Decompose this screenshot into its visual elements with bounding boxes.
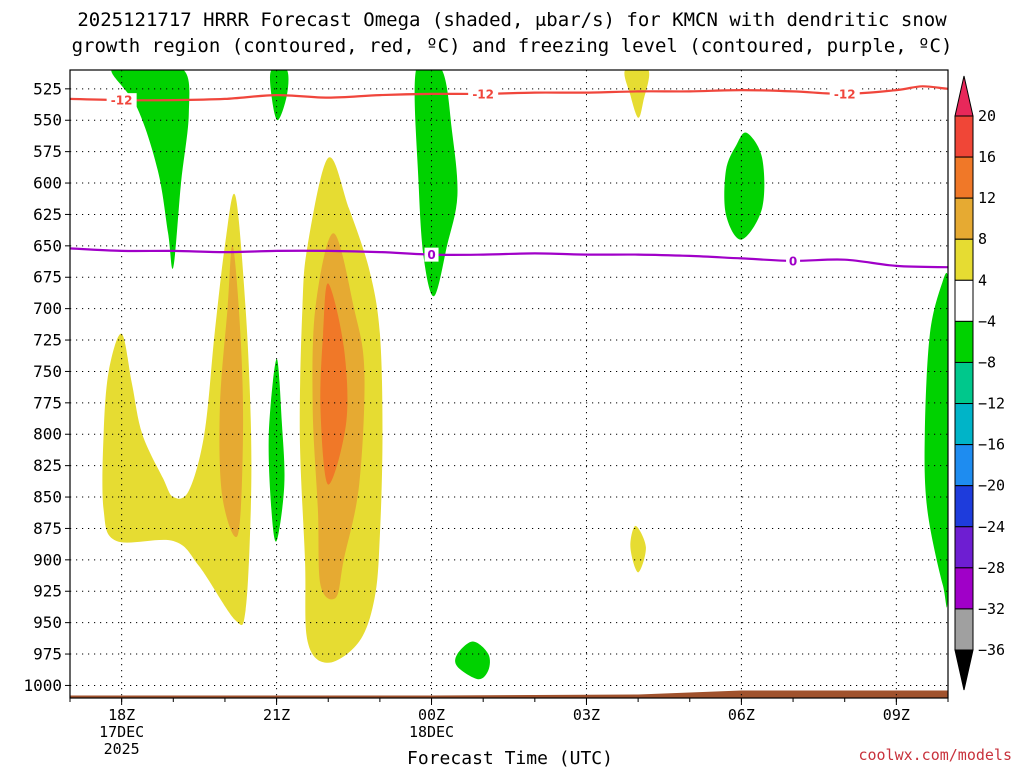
title-line-2: growth region (contoured, red, ºC) and f…: [72, 35, 953, 57]
ytick-label-600: 600: [33, 174, 62, 193]
ytick-label-900: 900: [33, 550, 62, 569]
colorbar-label-8: −16: [978, 436, 1005, 454]
contour-label-dendritic-minus12: -12: [111, 94, 133, 108]
xtick-year-18Z: 2025: [104, 740, 140, 758]
xtick-label-06Z: 06Z: [728, 706, 755, 724]
ytick-label-650: 650: [33, 236, 62, 255]
title-line-1: 2025121717 HRRR Forecast Omega (shaded, …: [77, 9, 947, 31]
ytick-label-975: 975: [33, 645, 62, 664]
contour-label-bg-freezing-level-0: [424, 247, 439, 262]
colorbar-label-5: −4: [978, 312, 996, 330]
colorbar-box-6: [954, 361, 974, 405]
contour-freezing-level-0: [70, 247, 948, 269]
gridlines: [69, 70, 949, 702]
contour-dendritic-minus12: [70, 85, 948, 102]
xtick-date-18Z: 17DEC: [99, 723, 144, 741]
x-axis-label: Forecast Time (UTC): [407, 748, 613, 768]
colorbar-box-12: [954, 608, 974, 651]
ytick-label-825: 825: [33, 456, 62, 475]
ytick-label-625: 625: [33, 205, 62, 224]
shaded-green-21z-low: [268, 358, 285, 542]
shaded-green-21z-top: [269, 70, 289, 121]
ytick-label-675: 675: [33, 268, 62, 287]
colorbar-box-4: [954, 279, 974, 322]
colorbar-box-11: [954, 567, 974, 610]
ytick-label-750: 750: [33, 362, 62, 381]
xtick-label-00Z: 00Z: [418, 706, 445, 724]
colorbar-bottom-arrow: [954, 649, 974, 691]
ytick-label-875: 875: [33, 519, 62, 538]
colorbar-label-0: 20: [978, 107, 996, 125]
shaded-gold-left-core: [219, 245, 244, 538]
shaded-yellow-04z-top: [624, 70, 650, 118]
contour-label-dendritic-minus12: -12: [472, 87, 494, 101]
colorbar-top-arrow: [954, 75, 974, 117]
colorbar-label-2: 12: [978, 189, 996, 207]
ground-band: [70, 690, 948, 698]
colorbar-box-9: [954, 485, 974, 528]
colorbar-box-0: [954, 115, 974, 158]
chart-title: 2025121717 HRRR Forecast Omega (shaded, …: [72, 9, 953, 57]
contour-label-freezing-level-0: 0: [789, 254, 797, 268]
xtick-label-18Z: 18Z: [108, 706, 135, 724]
ytick-label-775: 775: [33, 393, 62, 412]
colorbar-label-7: −12: [978, 395, 1005, 413]
contour-label-bg-dendritic-minus12: [106, 93, 137, 108]
contour-label-bg-dendritic-minus12: [829, 86, 860, 101]
colorbar-box-1: [954, 156, 974, 199]
ytick-label-575: 575: [33, 142, 62, 161]
ytick-label-1000: 1000: [23, 676, 62, 695]
xtick-label-09Z: 09Z: [883, 706, 910, 724]
shaded-green-06z-blob: [724, 132, 765, 240]
contour-label-dendritic-minus12: -12: [834, 87, 856, 101]
shaded-green-right-plume: [924, 272, 948, 608]
omega-colorbar: 20 16 12 8 4 −4 −8 −12 −16 −20 −24 −28 −32 −36: [954, 75, 1005, 691]
ytick-label-950: 950: [33, 613, 62, 632]
colorbar-label-1: 16: [978, 148, 996, 166]
shaded-green-left-plume: [111, 70, 190, 269]
colorbar-box-2: [954, 197, 974, 240]
colorbar-box-7: [954, 403, 974, 446]
ytick-label-700: 700: [33, 299, 62, 318]
colorbar-label-11: −28: [978, 559, 1005, 577]
ytick-label-725: 725: [33, 331, 62, 350]
ytick-label-550: 550: [33, 111, 62, 130]
colorbar-label-10: −24: [978, 518, 1005, 536]
colorbar-label-13: −36: [978, 641, 1005, 659]
ytick-label-850: 850: [33, 488, 62, 507]
shaded-yellow-left-bloom: [102, 193, 252, 626]
credit-text: coolwx.com/models: [858, 746, 1012, 764]
ytick-label-925: 925: [33, 582, 62, 601]
colorbar-box-5: [954, 320, 974, 363]
ground-terrain: [70, 690, 948, 698]
colorbar-label-6: −8: [978, 353, 996, 371]
ytick-label-800: 800: [33, 425, 62, 444]
colorbar-box-10: [954, 526, 974, 569]
contour-label-freezing-level-0: 0: [427, 248, 435, 262]
colorbar-box-8: [954, 444, 974, 487]
contour-lines: -12 -12 -12 0 0: [70, 85, 948, 269]
xtick-label-03Z: 03Z: [573, 706, 600, 724]
contour-label-bg-freezing-level-0: [786, 253, 801, 268]
colorbar-box-3: [954, 238, 974, 281]
colorbar-label-9: −20: [978, 477, 1005, 495]
xtick-label-21Z: 21Z: [263, 706, 290, 724]
shaded-yellow-04z-small: [630, 525, 646, 573]
plot-frame: [69, 69, 949, 699]
xtick-date-00Z: 18DEC: [409, 723, 454, 741]
y-axis-pressure: 525 550 575 600 625 650 675 700 725 750 775 800 825 8…: [23, 79, 70, 695]
shaded-green-01z-blob: [455, 641, 490, 680]
colorbar-label-4: 4: [978, 271, 987, 289]
colorbar-label-3: 8: [978, 230, 987, 248]
omega-shading: [102, 70, 948, 680]
colorbar-label-12: −32: [978, 600, 1005, 618]
ytick-label-525: 525: [33, 79, 62, 98]
contour-label-bg-dendritic-minus12: [468, 86, 499, 101]
